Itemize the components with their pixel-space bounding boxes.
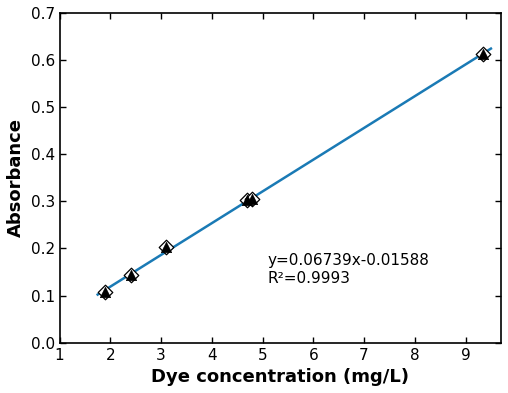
Text: y=0.06739x-0.01588
R²=0.9993: y=0.06739x-0.01588 R²=0.9993 (268, 253, 430, 286)
X-axis label: Dye concentration (mg/L): Dye concentration (mg/L) (151, 368, 409, 386)
Point (162, 244, 170, 251)
Point (248, 196, 257, 202)
Y-axis label: Absorbance: Absorbance (7, 118, 25, 237)
Point (479, 51, 487, 57)
Point (126, 272, 135, 278)
Point (243, 197, 251, 203)
Point (479, 51, 487, 57)
Point (162, 244, 170, 251)
Point (101, 289, 109, 296)
Point (248, 196, 257, 202)
Point (101, 289, 109, 296)
Point (126, 272, 135, 278)
Point (243, 197, 251, 203)
